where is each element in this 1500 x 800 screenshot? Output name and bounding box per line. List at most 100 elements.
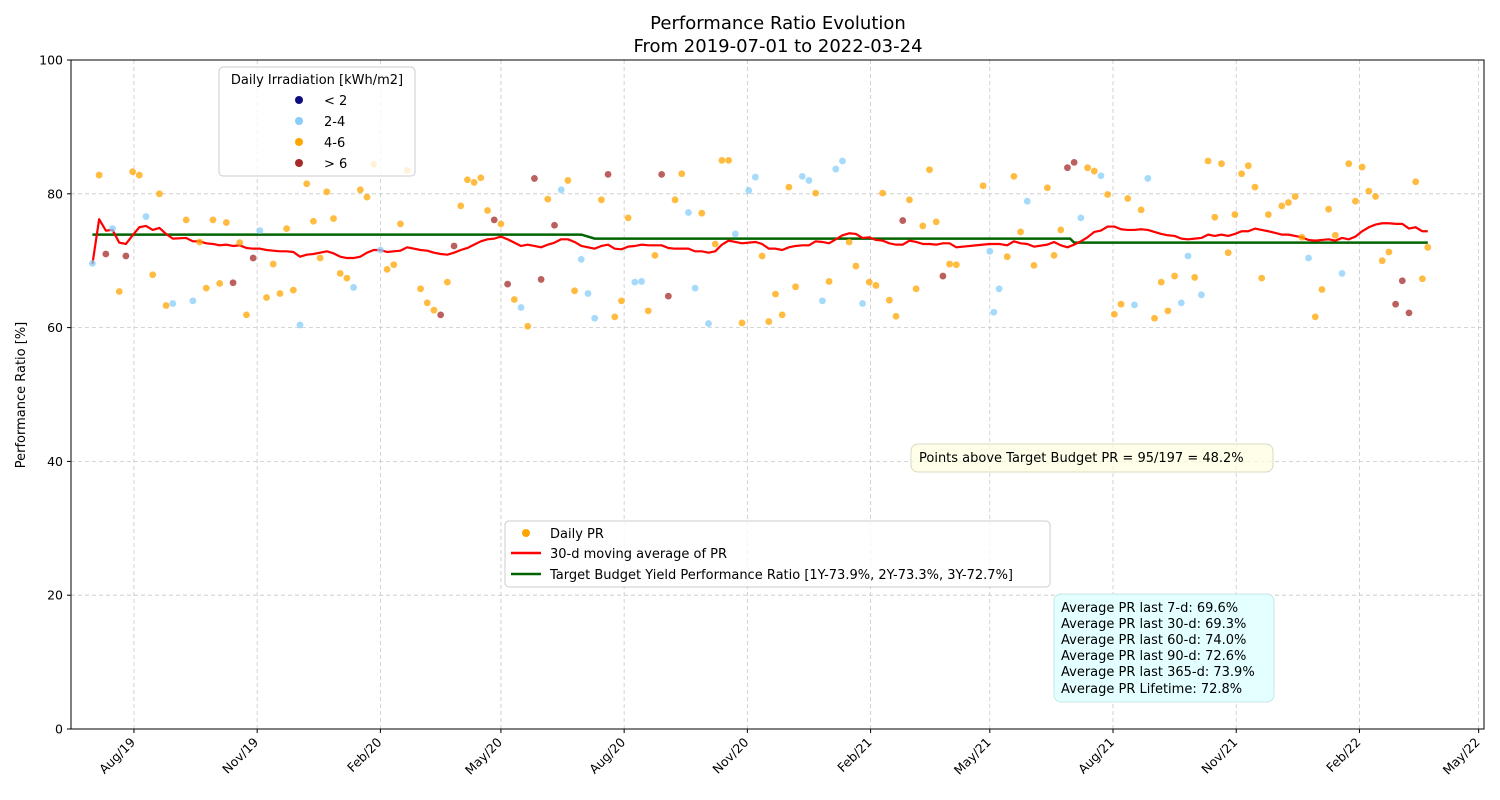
averages-annotation: Average PR last 7-d: 69.6% Average PR la… [1053,593,1275,703]
daily-pr-point [731,230,739,238]
daily-pr-point [477,174,485,182]
daily-pr-point [832,165,840,173]
daily-pr-point [912,285,920,293]
daily-pr-point [1050,251,1058,259]
points-above-text: Points above Target Budget PR = 95/197 =… [919,451,1244,466]
legend-marker-2-4 [295,117,303,125]
daily-pr-point [1131,301,1138,309]
daily-pr-point [1084,164,1091,172]
daily-pr-point [1378,257,1386,265]
daily-pr-point [343,274,351,282]
daily-pr-point [658,170,666,178]
daily-pr-point [906,196,913,204]
daily-pr-point [490,216,498,224]
x-tick-label: May/20 [462,734,505,777]
x-tick-label: Feb/21 [834,735,874,775]
daily-pr-point [323,188,331,196]
x-tick-label: Nov/20 [709,734,751,776]
daily-pr-point [1405,309,1413,317]
daily-pr-point [919,222,927,230]
daily-pr-point [705,320,712,327]
daily-pr-point [484,207,491,214]
daily-pr-point [356,186,364,194]
daily-pr-point [1278,202,1286,210]
daily-pr-point [899,217,907,224]
daily-pr-point [839,157,846,165]
daily-pr-point [1244,162,1252,170]
points-above-box [910,443,1274,473]
daily-pr-point [229,279,237,287]
daily-pr-point [510,296,518,303]
daily-pr-point [995,285,1003,293]
daily-pr-point [397,220,404,228]
daily-pr-point [1023,197,1031,205]
daily-pr-point [990,308,998,316]
daily-pr-point [591,314,599,322]
daily-pr-point [611,313,619,321]
daily-pr-point [1331,231,1339,239]
daily-pr-point [1064,164,1071,172]
daily-pr-point [879,189,887,197]
x-tick-label: Aug/20 [586,734,628,776]
daily-pr-point [1358,163,1366,171]
legend-label-2-4: 2-4 [324,115,345,130]
averages-box [1053,593,1275,703]
daily-pr-point [142,213,150,220]
daily-pr-point [1338,270,1346,277]
daily-pr-point [517,304,525,311]
daily-pr-point [1171,272,1179,280]
daily-pr-point [597,196,605,204]
daily-pr-point [638,278,645,285]
daily-pr-point [1424,243,1432,251]
plot-area-frame [70,59,1485,730]
target-budget-layer [92,233,1428,244]
daily-pr-point [926,166,933,174]
legend-label-lt2: < 2 [324,94,347,109]
daily-pr-point [437,311,445,319]
moving-average-line [91,218,1428,265]
daily-pr-point [604,170,612,178]
daily-pr-point [1318,286,1326,293]
daily-pr-point [1412,178,1420,186]
daily-pr-point [584,290,592,297]
daily-pr-point [818,297,826,305]
daily-pr-point [1104,191,1112,198]
daily-pr-point [952,261,960,269]
daily-pr-point [805,177,813,184]
daily-pr-point [256,227,264,234]
daily-pr-point [1211,213,1219,221]
daily-pr-point [1238,170,1245,178]
daily-pr-point [1117,300,1125,308]
daily-pr-point [1311,313,1319,321]
daily-pr-point [792,283,799,291]
daily-pr-point [1191,274,1199,281]
daily-pr-point [423,299,431,307]
daily-pr-point [1057,226,1065,234]
y-tick-label: 20 [47,588,63,603]
daily-pr-point [711,240,719,248]
daily-pr-point [316,254,324,262]
legend-label-4-6: 4-6 [324,136,345,151]
daily-pr-point [296,321,304,329]
daily-pr-points [89,156,1432,330]
daily-pr-point [1224,249,1232,257]
daily-pr-point [557,186,565,194]
daily-pr-point [504,280,512,288]
daily-pr-point [551,221,558,229]
daily-pr-point [718,156,726,164]
daily-pr-point [852,262,860,270]
y-tick-label: 40 [47,454,63,469]
average-90d-text: Average PR last 90-d: 72.6% [1061,649,1246,664]
daily-pr-point [1325,205,1333,213]
daily-pr-point [236,239,244,247]
daily-pr-point [664,292,672,300]
y-tick-label: 60 [47,320,63,335]
daily-pr-point [772,290,779,298]
average-7d-text: Average PR last 7-d: 69.6% [1061,601,1238,616]
daily-pr-point [376,246,384,254]
x-tick-label: Nov/21 [1198,735,1240,777]
series-legend-box [504,520,1051,588]
target-budget-line [92,233,1428,244]
daily-pr-point [202,284,210,292]
daily-pr-point [1385,248,1393,256]
